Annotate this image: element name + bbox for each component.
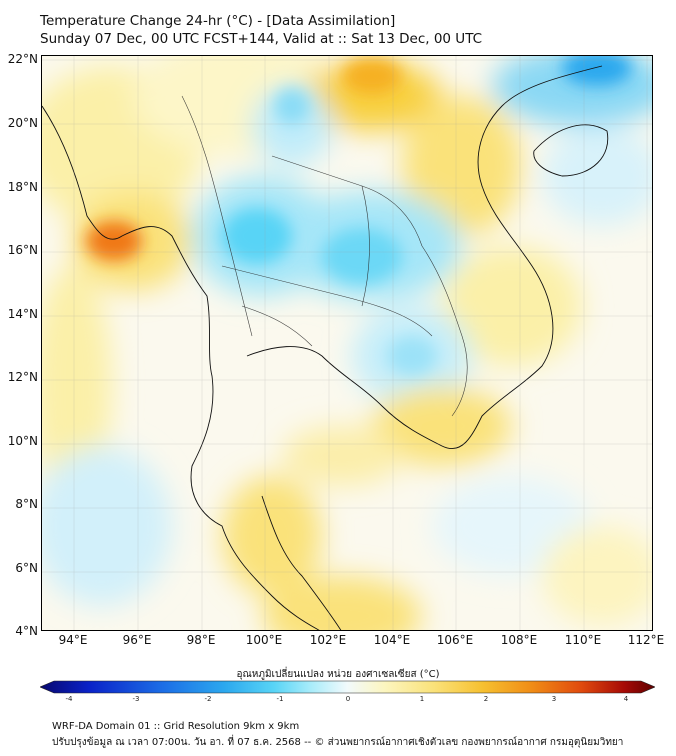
colorbar-tick: 2 [483, 695, 489, 703]
map-title: Temperature Change 24-hr (°C) - [Data As… [40, 13, 396, 29]
coastlines [42, 65, 609, 630]
lon-label: 112°E [627, 633, 665, 647]
colorbar-tick: 0 [345, 695, 351, 703]
lon-label: 108°E [500, 633, 538, 647]
lon-label: 102°E [309, 633, 347, 647]
colorbar-tick: 3 [551, 695, 557, 703]
colorbar-tick: -2 [204, 695, 212, 703]
lon-label: 106°E [436, 633, 474, 647]
lat-label: 18°N [7, 180, 38, 194]
lon-label: 94°E [58, 633, 88, 647]
footer-credit: ปรับปรุงข้อมูล ณ เวลา 07:00น. วัน อา. ที… [52, 737, 624, 748]
lon-label: 104°E [373, 633, 411, 647]
lat-label: 16°N [7, 243, 38, 257]
colorbar-tick: -1 [276, 695, 284, 703]
lon-label: 110°E [564, 633, 602, 647]
map-canvas [42, 56, 652, 630]
lat-label: 8°N [15, 497, 38, 511]
temperature-change-map [41, 55, 653, 631]
footer-resolution: WRF-DA Domain 01 :: Grid Resolution 9km … [52, 721, 300, 732]
colorbar-tick: -4 [65, 695, 73, 703]
lat-label: 10°N [7, 434, 38, 448]
colorbar-title: อุณหภูมิเปลี่ยนแปลง หน่วย องศาเซลเซียส (… [236, 669, 440, 680]
lon-label: 100°E [245, 633, 283, 647]
lat-label: 4°N [15, 624, 38, 638]
colorbar-tick: 4 [623, 695, 629, 703]
borders [181, 95, 468, 417]
lat-label: 22°N [7, 52, 38, 66]
colorbar [40, 680, 655, 694]
temperature-field-detail [86, 56, 632, 376]
temperature-field [42, 56, 652, 630]
lat-label: 14°N [7, 307, 38, 321]
graticule [42, 56, 652, 630]
lat-label: 6°N [15, 561, 38, 575]
lat-label: 12°N [7, 370, 38, 384]
map-subtitle: Sunday 07 Dec, 00 UTC FCST+144, Valid at… [40, 31, 483, 47]
colorbar-tick: 1 [419, 695, 425, 703]
lon-label: 98°E [186, 633, 216, 647]
lon-label: 96°E [122, 633, 152, 647]
lat-label: 20°N [7, 116, 38, 130]
colorbar-tick: -3 [132, 695, 140, 703]
